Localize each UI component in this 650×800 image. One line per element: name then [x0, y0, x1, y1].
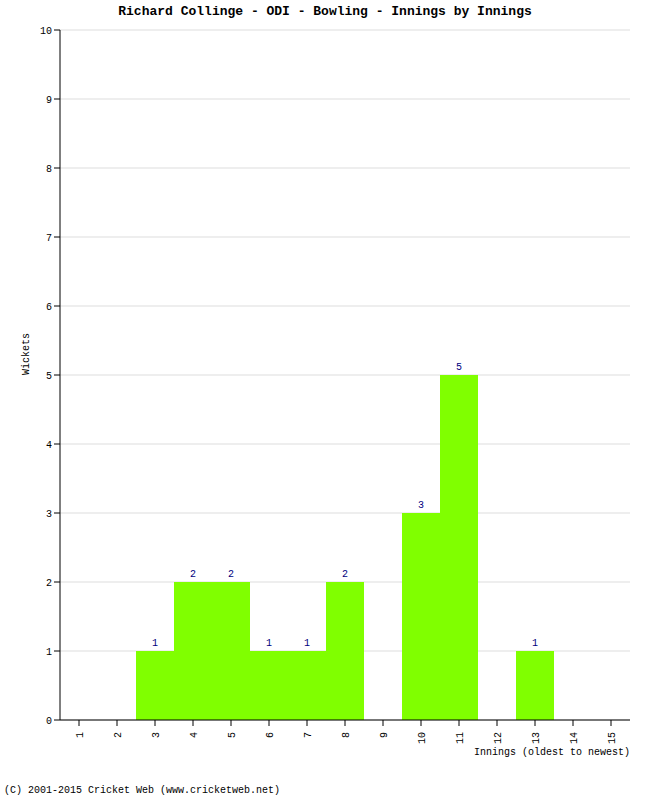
svg-text:1: 1	[46, 647, 52, 658]
svg-text:2: 2	[46, 578, 52, 589]
svg-text:2: 2	[228, 569, 234, 580]
svg-text:5: 5	[456, 362, 462, 373]
svg-text:9: 9	[46, 95, 52, 106]
svg-text:6: 6	[46, 302, 52, 313]
svg-text:14: 14	[569, 732, 580, 744]
svg-text:Wickets: Wickets	[21, 333, 32, 375]
svg-text:15: 15	[607, 732, 618, 744]
svg-text:11: 11	[455, 732, 466, 744]
svg-text:2: 2	[190, 569, 196, 580]
svg-text:4: 4	[189, 732, 200, 738]
svg-text:2: 2	[342, 569, 348, 580]
svg-text:1: 1	[75, 732, 86, 738]
svg-text:10: 10	[417, 732, 428, 744]
svg-text:5: 5	[46, 371, 52, 382]
svg-text:12: 12	[493, 732, 504, 744]
svg-text:7: 7	[46, 233, 52, 244]
svg-text:7: 7	[303, 732, 314, 738]
svg-text:3: 3	[151, 732, 162, 738]
svg-text:1: 1	[304, 638, 310, 649]
svg-text:3: 3	[46, 509, 52, 520]
html-text:Richard Collinge - ODI - Bowli: Richard Collinge - ODI - Bowling - Innin…	[118, 4, 532, 19]
svg-text:10: 10	[40, 26, 52, 37]
svg-text:3: 3	[418, 500, 424, 511]
svg-text:1: 1	[266, 638, 272, 649]
svg-text:13: 13	[531, 732, 542, 744]
svg-text:2: 2	[113, 732, 124, 738]
svg-text:5: 5	[227, 732, 238, 738]
svg-text:1: 1	[532, 638, 538, 649]
svg-text:8: 8	[341, 732, 352, 738]
svg-text:8: 8	[46, 164, 52, 175]
svg-text:6: 6	[265, 732, 276, 738]
svg-text:1: 1	[152, 638, 158, 649]
svg-text:0: 0	[46, 716, 52, 727]
svg-text:4: 4	[46, 440, 52, 451]
svg-text:9: 9	[379, 732, 390, 738]
html-text:(C) 2001-2015 Cricket Web (www: (C) 2001-2015 Cricket Web (www.cricketwe…	[4, 785, 280, 796]
svg-text:Innings (oldest to newest): Innings (oldest to newest)	[474, 747, 630, 758]
